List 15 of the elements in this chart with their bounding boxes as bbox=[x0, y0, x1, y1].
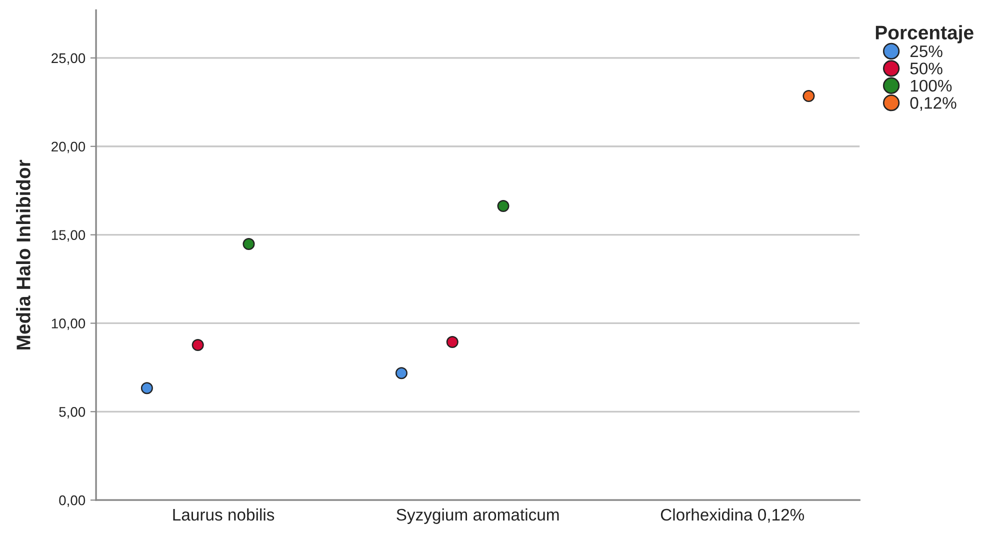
y-tick-label: 0,00 bbox=[59, 495, 86, 507]
legend-label: 0,12% bbox=[910, 97, 956, 111]
legend-label: 25% bbox=[910, 45, 942, 58]
y-tick-label: 20,00 bbox=[52, 142, 86, 154]
x-tick-label: Clorhexidina 0,12% bbox=[660, 508, 804, 523]
y-tick-label: 10,00 bbox=[52, 318, 86, 330]
x-tick-label: Syzygium aromaticum bbox=[396, 508, 559, 524]
y-tick-label: 5,00 bbox=[59, 406, 86, 418]
y-tick-label: 15,00 bbox=[52, 230, 86, 242]
y-tick-label: 25,00 bbox=[52, 53, 86, 65]
y-axis-title: Media Halo Inhibidor bbox=[16, 160, 30, 350]
legend-label: 100% bbox=[910, 80, 952, 92]
x-tick-label: Laurus nobilis bbox=[173, 508, 274, 521]
legend-label: 50% bbox=[910, 62, 942, 74]
legend-title: Porcentaje bbox=[876, 25, 974, 44]
